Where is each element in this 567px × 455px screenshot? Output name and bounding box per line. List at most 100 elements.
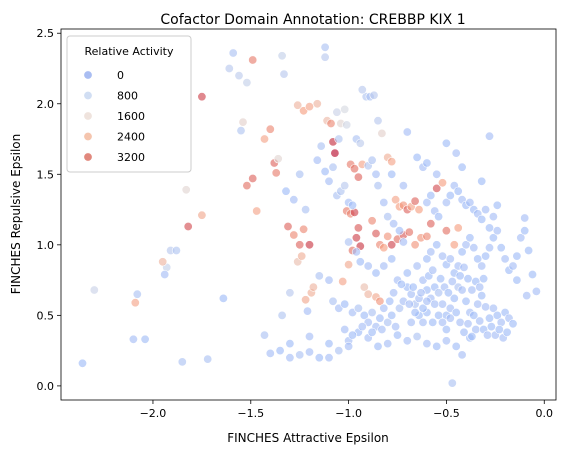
scatter-point	[371, 229, 381, 239]
scatter-point	[445, 254, 455, 264]
scatter-point	[387, 310, 397, 320]
scatter-point	[234, 71, 244, 81]
scatter-point	[441, 138, 451, 148]
scatter-point	[160, 269, 170, 279]
legend-marker	[83, 152, 93, 162]
scatter-point	[422, 339, 432, 349]
scatter-point	[387, 254, 397, 264]
scatter-point	[293, 100, 303, 110]
scatter-point	[508, 319, 518, 329]
legend-label: 0	[117, 69, 124, 82]
scatter-point	[455, 317, 465, 327]
scatter-point	[398, 181, 408, 191]
scatter-point	[328, 162, 338, 172]
scatter-point	[414, 205, 424, 215]
scatter-point	[441, 226, 451, 236]
scatter-point	[391, 195, 401, 205]
scatter-point	[527, 269, 537, 279]
scatter-point	[477, 214, 487, 224]
scatter-point	[422, 198, 432, 208]
scatter-point	[488, 233, 498, 243]
scatter-point	[520, 226, 530, 236]
scatter-point	[482, 330, 492, 340]
scatter-point	[338, 276, 348, 286]
scatter-point	[467, 331, 477, 341]
scatter-point	[171, 246, 181, 256]
scatter-point	[398, 237, 408, 247]
scatter-point	[387, 157, 397, 167]
scatter-point	[465, 233, 475, 243]
scatter-point	[357, 322, 367, 332]
scatter-point	[412, 152, 422, 162]
y-tick-label: 0.0	[37, 380, 55, 393]
scatter-point	[203, 354, 213, 364]
scatter-point	[218, 293, 228, 303]
chart-title: Cofactor Domain Annotation: CREBBP KIX 1	[160, 12, 465, 28]
scatter-point	[363, 289, 373, 299]
scatter-point	[383, 231, 393, 241]
scatter-point	[410, 196, 420, 206]
scatter-point	[342, 120, 352, 130]
scatter-point	[426, 191, 436, 201]
scatter-point	[228, 48, 238, 58]
scatter-point	[330, 148, 340, 158]
scatter-point	[367, 307, 377, 317]
scatter-point	[340, 104, 350, 114]
scatter-point	[418, 317, 428, 327]
x-tick-label: −0.5	[433, 407, 460, 420]
scatter-point	[426, 247, 436, 257]
scatter-point	[457, 350, 467, 360]
scatter-point	[375, 296, 385, 306]
scatter-point	[377, 128, 387, 138]
scatter-point	[359, 282, 369, 292]
scatter-point	[197, 210, 207, 220]
scatter-point	[297, 251, 307, 261]
scatter-point	[481, 205, 491, 215]
scatter-point	[371, 268, 381, 278]
scatter-point	[522, 291, 532, 301]
scatter-point	[406, 317, 416, 327]
x-tick-label: −1.5	[237, 407, 264, 420]
scatter-point	[473, 254, 483, 264]
legend-box	[66, 35, 192, 173]
scatter-point	[328, 296, 338, 306]
scatter-point	[355, 257, 365, 267]
scatter-point	[387, 240, 397, 250]
scatter-point	[334, 346, 344, 356]
scatter-point	[383, 317, 393, 327]
scatter-point	[197, 92, 207, 102]
scatter-point	[437, 251, 447, 261]
scatter-point	[347, 200, 357, 210]
scatter-point	[434, 288, 444, 298]
scatter-point	[320, 167, 330, 177]
scatter-point	[279, 69, 289, 79]
scatter-point	[437, 317, 447, 327]
scatter-point	[432, 183, 442, 193]
scatter-point	[324, 353, 334, 363]
scatter-point	[373, 116, 383, 126]
scatter-point	[422, 254, 432, 264]
scatter-point	[473, 299, 483, 309]
scatter-point	[516, 233, 526, 243]
scatter-point	[488, 212, 498, 222]
scatter-point	[324, 176, 334, 186]
scatter-point	[377, 324, 387, 334]
scatter-point	[289, 195, 299, 205]
scatter-point	[445, 191, 455, 201]
scatter-point	[410, 307, 420, 317]
scatter-point	[379, 303, 389, 313]
scatter-point	[353, 303, 363, 313]
scatter-point	[130, 298, 140, 308]
scatter-point	[383, 212, 393, 222]
scatter-point	[248, 55, 258, 65]
scatter-point	[463, 274, 473, 284]
scatter-point	[367, 327, 377, 337]
scatter-point	[334, 134, 344, 144]
scatter-point	[312, 99, 322, 109]
scatter-point	[412, 331, 422, 341]
scatter-point	[484, 243, 494, 253]
scatter-point	[273, 154, 283, 164]
scatter-point	[367, 155, 377, 165]
scatter-point	[265, 124, 275, 134]
scatter-point	[320, 52, 330, 62]
